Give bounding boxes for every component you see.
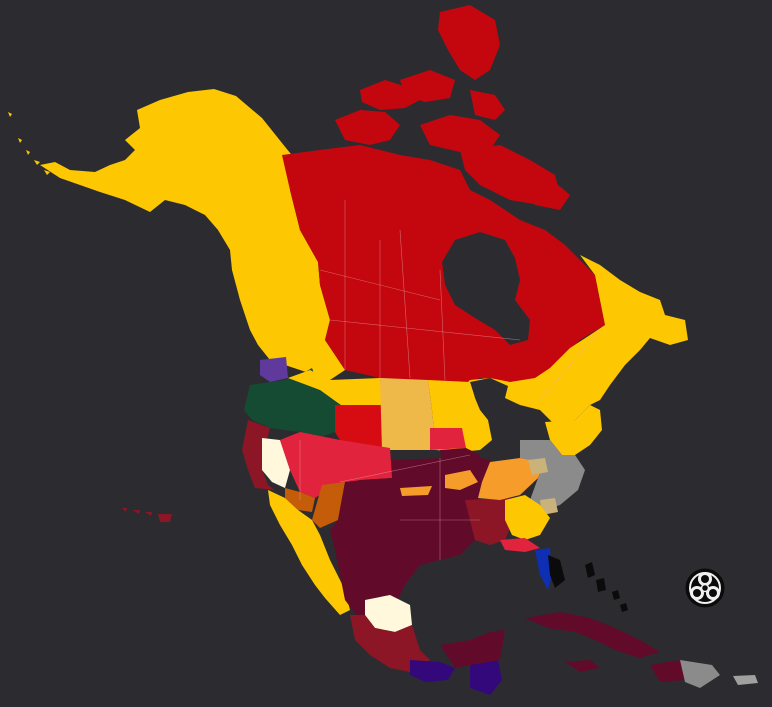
region-montana[interactable] bbox=[288, 370, 382, 408]
region-mexico-indigo[interactable] bbox=[410, 660, 502, 695]
region-yucatan[interactable] bbox=[440, 630, 505, 668]
region-dakotas[interactable] bbox=[380, 378, 436, 450]
region-puerto-rico[interactable] bbox=[733, 675, 758, 685]
hudson-bay bbox=[442, 232, 530, 345]
region-iowa[interactable] bbox=[430, 428, 466, 450]
region-bahamas bbox=[585, 562, 628, 612]
great-lakes bbox=[470, 378, 550, 436]
region-cuba[interactable] bbox=[525, 612, 660, 658]
region-nevada[interactable] bbox=[262, 438, 290, 488]
region-florida-south[interactable] bbox=[548, 555, 565, 588]
region-alaska-yukon-bc[interactable] bbox=[40, 89, 345, 380]
biohazard-icon bbox=[684, 567, 726, 609]
region-central-us-mexico[interactable] bbox=[330, 455, 495, 620]
region-southeast[interactable] bbox=[505, 495, 550, 540]
region-northeast[interactable] bbox=[545, 405, 602, 455]
region-carolina-khaki[interactable] bbox=[528, 458, 558, 515]
region-deep-south[interactable] bbox=[465, 498, 515, 545]
region-washington[interactable] bbox=[260, 357, 288, 382]
region-aleutians bbox=[8, 112, 50, 175]
region-mexico-south[interactable] bbox=[350, 615, 430, 672]
region-quebec-atlantic[interactable] bbox=[460, 255, 688, 425]
region-jamaica[interactable] bbox=[565, 660, 600, 672]
region-utah-colorado[interactable] bbox=[280, 432, 392, 498]
region-appalachia[interactable] bbox=[520, 440, 585, 510]
region-mexico-north-cream[interactable] bbox=[365, 595, 412, 632]
region-florida-north[interactable] bbox=[535, 548, 552, 590]
region-dominican[interactable] bbox=[680, 660, 720, 688]
region-louisiana[interactable] bbox=[500, 538, 540, 552]
region-arctic-islands bbox=[335, 5, 570, 210]
region-missouri[interactable] bbox=[440, 448, 480, 470]
region-baja[interactable] bbox=[268, 490, 350, 615]
region-wyoming[interactable] bbox=[335, 405, 382, 448]
region-hawaii[interactable] bbox=[122, 508, 172, 522]
region-ohio-valley[interactable] bbox=[478, 458, 545, 500]
region-oklahoma[interactable] bbox=[400, 470, 478, 496]
state-borders bbox=[299, 200, 601, 560]
region-california-north[interactable] bbox=[242, 420, 275, 490]
region-haiti[interactable] bbox=[650, 660, 685, 682]
